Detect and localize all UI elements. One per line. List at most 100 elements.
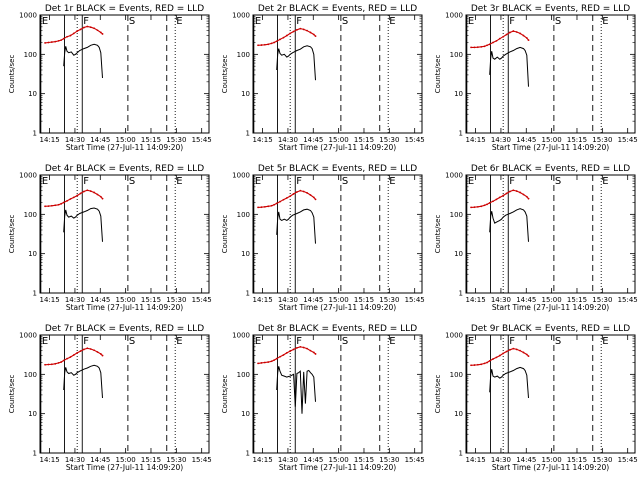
x-tick-label: 14:15 — [39, 136, 59, 144]
x-axis-title: Start Time (27-Jul-11 14:09:20) — [492, 143, 609, 152]
x-tick-label: 15:45 — [192, 456, 212, 464]
y-tick-label: 1 — [459, 290, 463, 298]
x-tick-label: 15:30 — [166, 136, 186, 144]
lld-point — [66, 199, 68, 202]
y-axis-title: Counts/sec — [8, 55, 16, 94]
x-tick-label: 14:45 — [303, 456, 323, 464]
lld-point — [505, 192, 508, 195]
lld-point — [285, 352, 288, 354]
lld-point — [302, 190, 305, 193]
x-tick-label: 14:15 — [252, 136, 272, 144]
event-marker-label: E — [389, 176, 395, 187]
y-tick-label: 100 — [450, 211, 463, 219]
lld-point — [260, 206, 263, 209]
events-series-line — [276, 208, 316, 244]
lld-point — [89, 190, 92, 192]
lld-point — [519, 191, 521, 194]
lld-point — [309, 31, 312, 34]
x-tick-label: 15:00 — [542, 456, 562, 464]
lld-point — [86, 347, 89, 350]
event-marker-label: F — [509, 16, 515, 27]
chart-panel: Det 2r BLACK = Events, RED = LLD 1 10 100 10… — [221, 4, 425, 152]
y-tick-label: 1000 — [232, 12, 250, 20]
x-tick-label: 15:45 — [405, 136, 425, 144]
y-tick-label: 1000 — [445, 332, 463, 340]
lld-point — [495, 198, 498, 201]
events-series-line — [276, 45, 316, 81]
event-marker-label: S — [129, 336, 135, 347]
lld-point — [480, 205, 483, 208]
y-tick-label: 10 — [28, 250, 37, 258]
x-tick-label: 15:30 — [166, 296, 186, 304]
lld-point — [275, 202, 278, 205]
y-tick-label: 1000 — [232, 172, 250, 180]
lld-point — [282, 198, 285, 201]
lld-point — [76, 194, 79, 197]
lld-point — [93, 27, 95, 30]
lld-point — [279, 200, 281, 203]
x-tick-label: 15:15 — [354, 456, 374, 464]
x-tick-label: 14:15 — [465, 456, 485, 464]
lld-point — [54, 204, 57, 207]
lld-point — [57, 39, 60, 42]
lld-point — [76, 30, 79, 32]
lld-point — [512, 30, 515, 32]
lld-point — [275, 40, 278, 43]
x-tick-label: 15:45 — [405, 456, 425, 464]
lld-point — [483, 362, 486, 365]
lld-point — [270, 42, 273, 45]
x-axis-title: Start Time (27-Jul-11 14:09:20) — [66, 303, 183, 312]
y-tick-label: 1 — [33, 290, 37, 298]
x-tick-label: 14:45 — [516, 136, 536, 144]
events-series-line — [489, 46, 529, 87]
lld-point — [47, 363, 50, 366]
y-tick-label: 10 — [241, 410, 250, 418]
y-tick-label: 1000 — [19, 172, 37, 180]
events-series-line — [276, 366, 316, 414]
x-tick-label: 14:45 — [303, 296, 323, 304]
x-tick-label: 14:45 — [90, 456, 110, 464]
x-axis-title: Start Time (27-Jul-11 14:09:20) — [66, 463, 183, 472]
chart-panel: Det 6r BLACK = Events, RED = LLD 1 10 100 10… — [434, 164, 638, 312]
x-axis-title: Start Time (27-Jul-11 14:09:20) — [279, 463, 396, 472]
x-tick-label: 15:45 — [192, 136, 212, 144]
lld-point — [285, 197, 288, 199]
x-tick-label: 15:15 — [354, 136, 374, 144]
x-tick-label: 14:30 — [491, 456, 511, 464]
y-tick-label: 100 — [450, 371, 463, 379]
event-marker-label: E — [602, 16, 608, 27]
lld-point — [492, 358, 494, 360]
lld-point — [47, 205, 50, 207]
lld-point — [515, 190, 518, 192]
lld-point — [488, 43, 491, 46]
lld-point — [289, 350, 292, 352]
event-marker-label: F — [509, 336, 515, 347]
events-series-line — [489, 366, 529, 399]
event-marker-label: S — [129, 16, 135, 27]
chart-title: Det 6r BLACK = Events, RED = LLD — [471, 164, 630, 174]
lld-point — [314, 353, 317, 355]
lld-point — [99, 31, 102, 34]
x-tick-label: 14:15 — [252, 296, 272, 304]
lld-point — [50, 363, 53, 366]
chart-panel: Det 9r BLACK = Events, RED = LLD 1 10 100 10… — [434, 324, 638, 472]
x-tick-label: 14:15 — [39, 296, 59, 304]
plot-frame — [252, 14, 423, 134]
chart-panel: Det 1r BLACK = Events, RED = LLD 1 10 100 10… — [8, 4, 212, 152]
lld-point — [505, 33, 508, 36]
lld-point — [296, 191, 298, 193]
plot-frame — [252, 174, 423, 294]
y-axis-title: Counts/sec — [221, 375, 229, 414]
lld-point — [101, 354, 104, 357]
event-marker-label: F — [296, 336, 302, 347]
lld-point — [470, 364, 472, 367]
chart-panel: Det 3r BLACK = Events, RED = LLD 1 10 100 10… — [434, 4, 638, 152]
lld-point — [292, 348, 295, 351]
y-tick-label: 100 — [24, 371, 37, 379]
lld-point — [89, 26, 92, 29]
lld-point — [62, 359, 65, 362]
x-tick-label: 15:30 — [592, 136, 612, 144]
lld-point — [83, 348, 85, 351]
lld-point — [509, 190, 511, 193]
